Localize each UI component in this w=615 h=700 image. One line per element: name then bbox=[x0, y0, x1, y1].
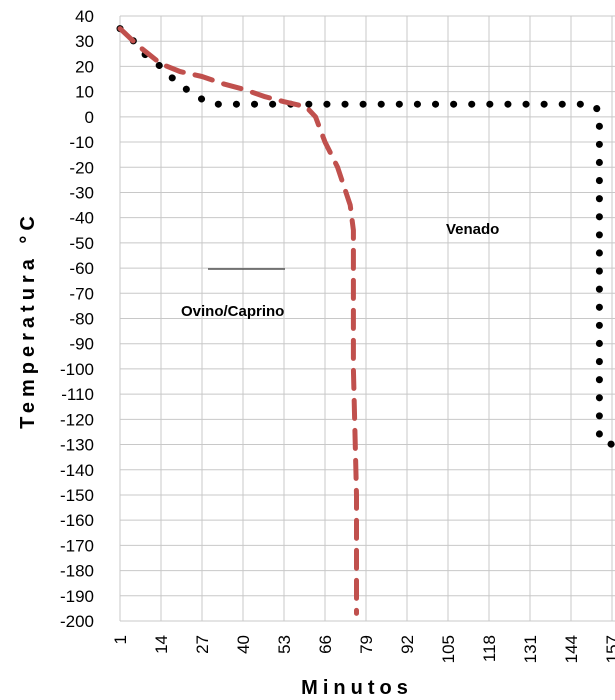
y-tick-label: -170 bbox=[60, 536, 94, 555]
y-tick-label: -30 bbox=[69, 183, 94, 202]
x-tick-label: 66 bbox=[316, 635, 335, 654]
x-tick-label: 92 bbox=[398, 635, 417, 654]
y-tick-label: -70 bbox=[69, 284, 94, 303]
x-tick-label: 131 bbox=[521, 635, 540, 663]
y-tick-label: 20 bbox=[75, 57, 94, 76]
y-tick-label: -140 bbox=[60, 461, 94, 480]
y-tick-label: -100 bbox=[60, 360, 94, 379]
y-tick-label: 30 bbox=[75, 32, 94, 51]
x-tick-label: 144 bbox=[562, 635, 581, 663]
y-tick-label: -190 bbox=[60, 587, 94, 606]
y-tick-label: -50 bbox=[69, 234, 94, 253]
x-tick-label: 157 bbox=[603, 635, 615, 663]
x-tick-label: 53 bbox=[275, 635, 294, 654]
grid-lines bbox=[119, 15, 615, 622]
y-tick-label: -130 bbox=[60, 436, 94, 455]
annotation-venado: Venado bbox=[446, 221, 499, 238]
x-tick-label: 27 bbox=[193, 635, 212, 654]
y-tick-label: -200 bbox=[60, 612, 94, 631]
x-tick-label: 40 bbox=[234, 635, 253, 654]
y-tick-label: -80 bbox=[69, 310, 94, 329]
y-tick-label: -60 bbox=[69, 259, 94, 278]
annotation-ovino-caprino: Ovino/Caprino bbox=[181, 303, 284, 320]
y-tick-label: -160 bbox=[60, 511, 94, 530]
x-tick-label: 79 bbox=[357, 635, 376, 654]
y-tick-label: 10 bbox=[75, 83, 94, 102]
x-axis-title: Minutos bbox=[301, 677, 413, 699]
series-layer bbox=[116, 25, 615, 616]
y-tick-label: 40 bbox=[75, 7, 94, 26]
y-tick-labels: 40 30 20 10 0 -10 -20 -30 -40 -50 -60 -70 -80 -90 -100… bbox=[60, 7, 94, 631]
y-tick-label: 0 bbox=[85, 108, 94, 127]
series-venado-line bbox=[116, 25, 615, 448]
x-tick-label: 14 bbox=[152, 635, 171, 654]
series-ovino-line bbox=[117, 26, 359, 616]
x-tick-labels: 114274053667992105118131144157170 bbox=[111, 635, 615, 663]
y-tick-label: -180 bbox=[60, 562, 94, 581]
x-tick-label: 1 bbox=[111, 635, 130, 644]
y-tick-label: -110 bbox=[61, 385, 94, 404]
x-tick-label: 118 bbox=[480, 635, 499, 662]
y-tick-label: -120 bbox=[60, 410, 94, 429]
x-tick-label: 105 bbox=[439, 635, 458, 663]
y-tick-label: -20 bbox=[69, 158, 94, 177]
y-tick-label: -10 bbox=[69, 133, 94, 152]
y-axis-title: Temperatura °C bbox=[17, 211, 39, 429]
y-tick-label: -150 bbox=[60, 486, 94, 505]
y-tick-label: -90 bbox=[69, 335, 94, 354]
y-tick-label: -40 bbox=[69, 209, 94, 228]
